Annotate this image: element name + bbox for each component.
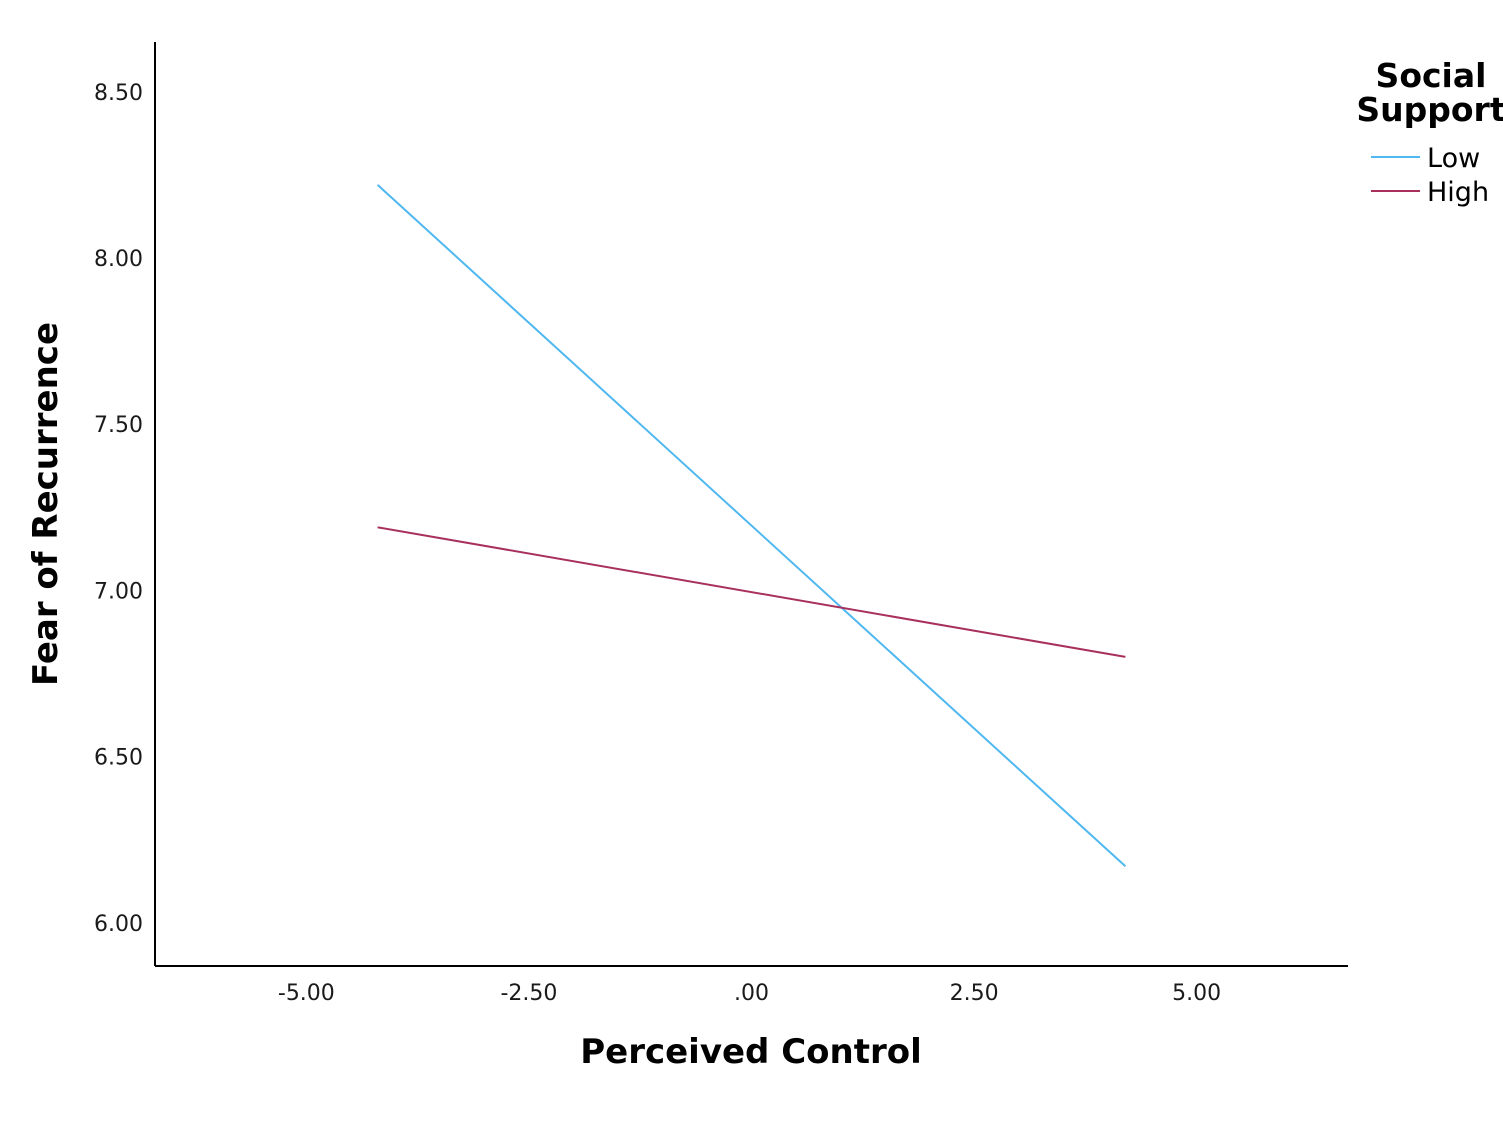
axes	[154, 42, 1348, 967]
y-tick-label: 6.00	[94, 912, 143, 937]
y-tick-label: 8.50	[94, 81, 143, 106]
y-tick-label: 6.50	[94, 746, 143, 771]
legend-label-high: High	[1427, 177, 1489, 208]
series-lines	[376, 184, 1127, 868]
x-tick-label: -5.00	[278, 981, 335, 1006]
series-line-low	[376, 184, 1127, 868]
legend-title-line-1: Social	[1376, 56, 1487, 95]
x-tick-label: 2.50	[950, 981, 999, 1006]
y-ticks: 6.00 6.50 7.00 7.50 8.00 8.50	[94, 81, 143, 937]
x-tick-label: .00	[734, 981, 769, 1006]
y-axis-title: Fear of Recurrence	[26, 322, 66, 686]
series-line-high	[377, 526, 1126, 658]
x-tick-label: 5.00	[1172, 981, 1221, 1006]
y-tick-label: 7.00	[94, 579, 143, 604]
x-axis-title: Perceived Control	[580, 1032, 922, 1072]
legend-title-line-2: Support	[1356, 90, 1503, 129]
legend-label-low: Low	[1427, 143, 1480, 174]
y-tick-label: 7.50	[94, 413, 143, 438]
y-tick-label: 8.00	[94, 247, 143, 272]
x-ticks: -5.00 -2.50 .00 2.50 5.00	[278, 981, 1221, 1006]
x-tick-label: -2.50	[500, 981, 557, 1006]
